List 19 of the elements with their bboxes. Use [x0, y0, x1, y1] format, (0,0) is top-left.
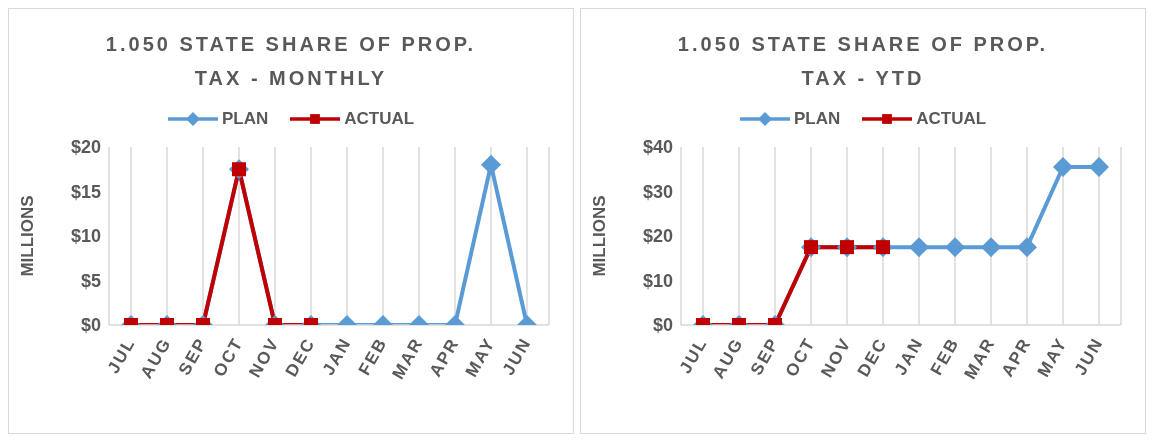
y-tick-label: $30 [642, 181, 673, 202]
y-tick-label: $20 [642, 226, 673, 247]
legend-label: PLAN [793, 109, 841, 129]
y-tick-label: $0 [80, 315, 101, 336]
y-axis-title: MILLIONS [590, 195, 610, 277]
y-axis-title: MILLIONS [18, 195, 38, 277]
chart-title: 1.050 STATE SHARE OF PROP. TAX - YTD [676, 32, 1050, 91]
y-tick-label: $40 [642, 137, 673, 158]
y-tick-label: $20 [70, 137, 101, 158]
point [481, 154, 501, 175]
y-tick-label: $0 [652, 315, 673, 336]
legend-label: ACTUAL [344, 109, 415, 129]
legend-label: ACTUAL [916, 109, 987, 129]
y-tick-label: $15 [70, 181, 101, 202]
chart-title: 1.050 STATE SHARE OF PROP. TAX - MONTHLY [104, 32, 478, 91]
legend-label: PLAN [221, 109, 269, 129]
y-tick-label: $10 [642, 270, 673, 291]
y-tick-label: $5 [80, 270, 101, 291]
y-tick-label: $10 [70, 226, 101, 247]
